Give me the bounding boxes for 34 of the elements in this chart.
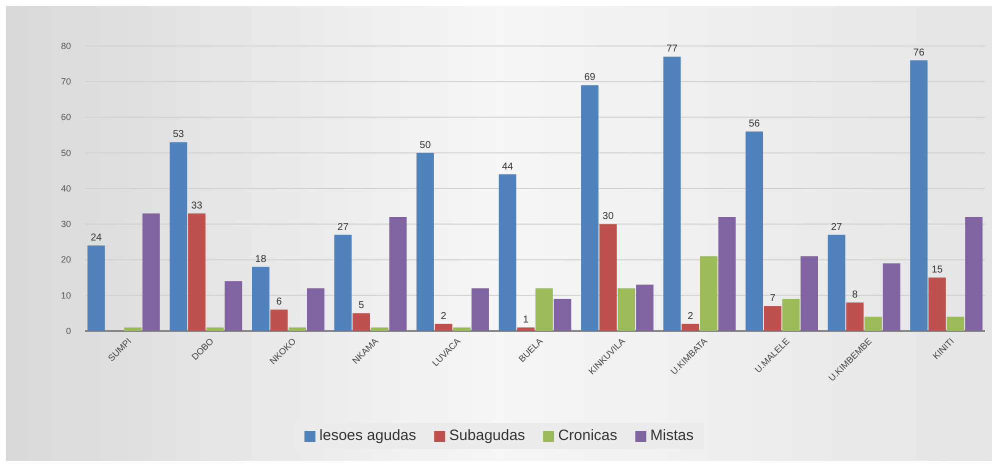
y-tick-label: 60: [60, 112, 71, 122]
data-label: 27: [337, 222, 349, 233]
data-label: 2: [688, 310, 694, 322]
data-label: 50: [420, 140, 432, 151]
data-label: 6: [276, 296, 282, 308]
y-tick-label: 40: [60, 183, 71, 194]
data-label: 77: [666, 44, 678, 55]
data-label: 30: [602, 211, 614, 222]
data-label: 24: [90, 232, 102, 244]
data-label: 53: [172, 129, 184, 140]
data-label: 76: [913, 47, 925, 58]
data-label: 2: [440, 310, 447, 322]
legend-label: lesoes agudas: [319, 427, 416, 444]
data-label: 8: [852, 290, 858, 300]
data-label: 69: [584, 72, 596, 84]
y-tick-label: 30: [60, 219, 71, 230]
data-label: 27: [831, 222, 843, 233]
data-label: 33: [191, 200, 203, 212]
data-label: 44: [502, 161, 514, 172]
y-tick-label: 10: [60, 290, 71, 300]
y-tick-label: 70: [60, 76, 71, 87]
legend-label: Cronicas: [558, 427, 618, 444]
data-label: 15: [932, 264, 944, 276]
data-label: 5: [358, 300, 365, 312]
data-label: 1: [523, 314, 530, 326]
data-label: 56: [748, 118, 760, 130]
y-tick-label: 20: [60, 254, 71, 265]
legend-label: Mistas: [650, 427, 694, 444]
data-label: 7: [770, 293, 776, 304]
y-tick-label: 0: [66, 326, 71, 336]
data-label: 18: [255, 254, 267, 265]
legend-label: Subagudas: [449, 427, 526, 444]
y-tick-label: 80: [60, 40, 71, 51]
y-tick-label: 50: [60, 148, 71, 158]
